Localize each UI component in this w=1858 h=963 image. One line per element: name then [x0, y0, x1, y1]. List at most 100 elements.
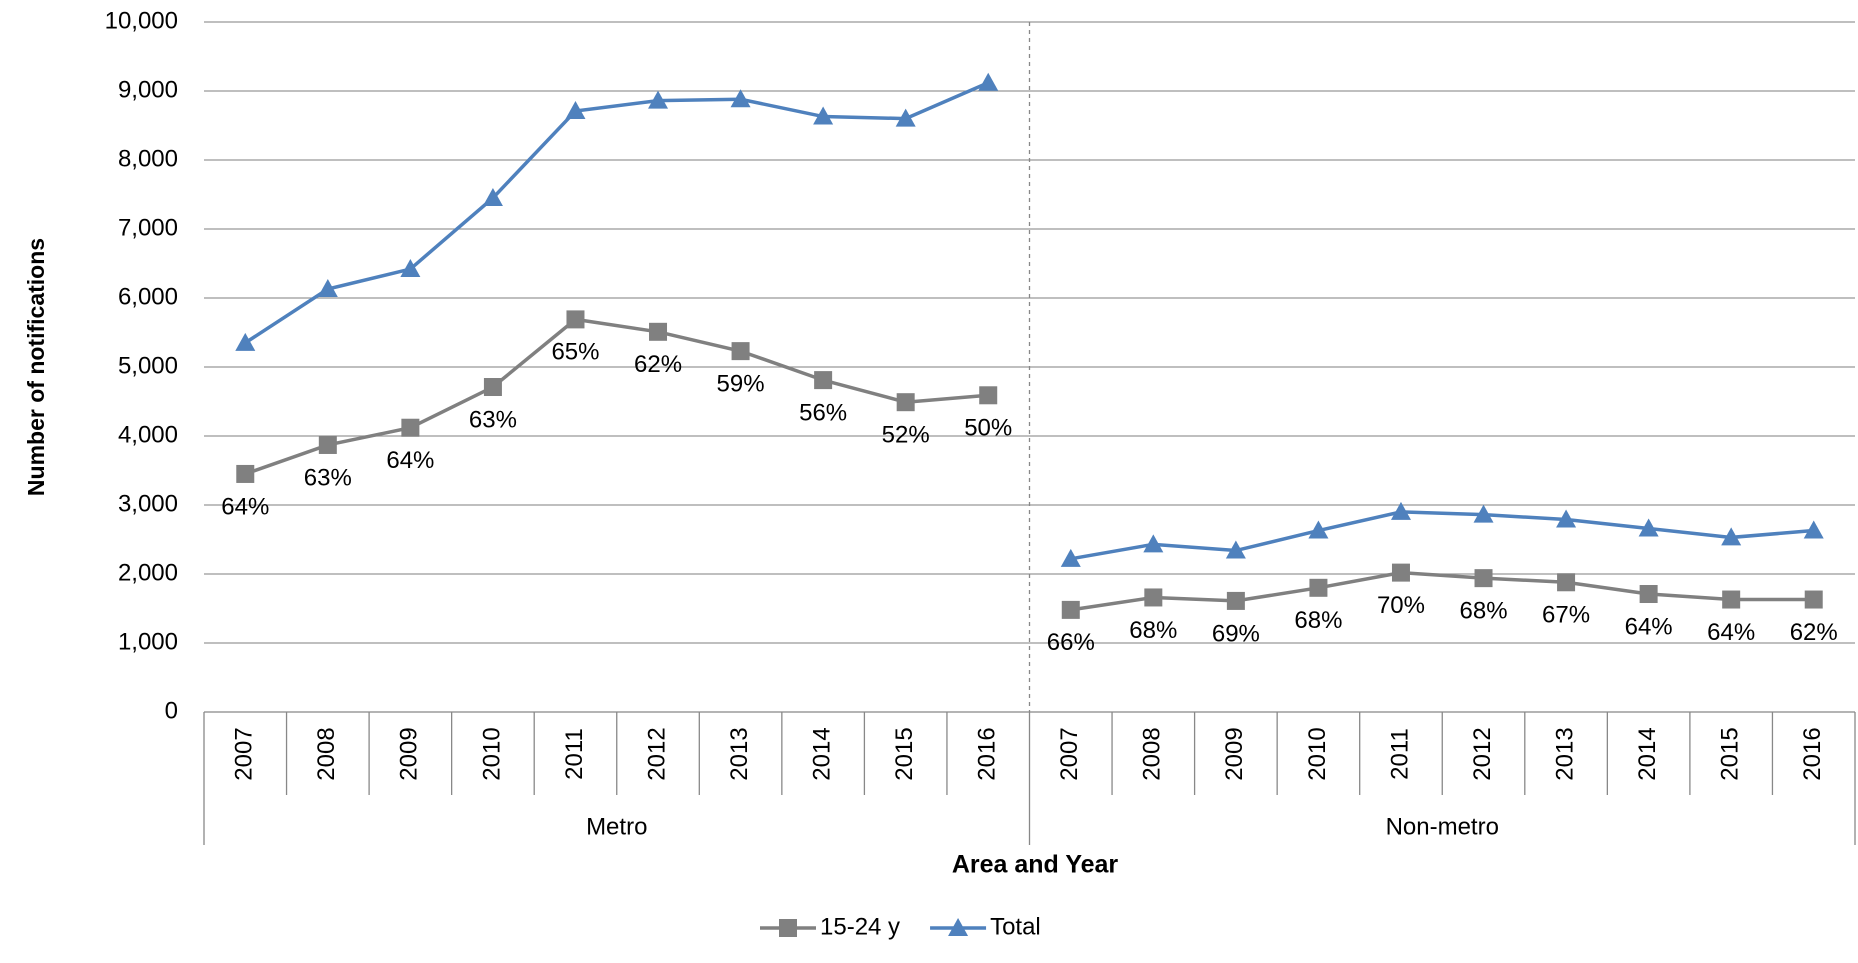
x-tick-label: 2013	[1551, 727, 1578, 780]
x-tick-label: 2015	[891, 727, 918, 780]
marker	[1391, 563, 1410, 582]
data-label: 68%	[1294, 607, 1342, 634]
marker	[1474, 569, 1493, 588]
marker	[1473, 504, 1494, 523]
series-line	[244, 317, 989, 476]
y-tick-label: 8,000	[118, 145, 178, 172]
marker	[979, 386, 998, 405]
x-tick-label: 2016	[974, 727, 1001, 780]
legend-marker	[779, 919, 797, 937]
x-tick-label: 2011	[561, 728, 588, 780]
x-tick-label: 2012	[1469, 727, 1496, 780]
x-tick-label: 2012	[643, 727, 670, 780]
marker	[317, 279, 338, 298]
marker	[1143, 534, 1164, 553]
marker	[895, 108, 916, 127]
data-label: 70%	[1377, 592, 1425, 619]
x-tick-label: 2013	[726, 727, 753, 780]
data-label: 52%	[882, 422, 930, 449]
marker	[896, 393, 915, 412]
marker	[731, 342, 750, 361]
data-label: 68%	[1460, 597, 1508, 624]
data-label: 62%	[1790, 619, 1838, 646]
x-tick-label: 2011	[1386, 728, 1413, 780]
marker	[649, 322, 668, 341]
marker	[401, 418, 420, 437]
marker	[1557, 573, 1576, 592]
x-tick-label: 2010	[478, 727, 505, 780]
data-label: 68%	[1129, 617, 1177, 644]
x-axis-title: Area and Year	[952, 851, 1119, 879]
x-tick-label: 2008	[313, 727, 340, 780]
marker	[1639, 585, 1658, 604]
data-label: 59%	[717, 370, 765, 397]
x-tick-label: 2007	[231, 727, 258, 780]
marker	[236, 464, 255, 483]
legend-label: Total	[990, 913, 1041, 940]
data-label: 56%	[799, 399, 847, 426]
data-label: 66%	[1047, 629, 1095, 656]
marker	[565, 101, 586, 120]
y-tick-label: 10,000	[105, 7, 178, 34]
data-label: 64%	[221, 493, 269, 520]
marker	[1060, 548, 1081, 567]
data-label: 63%	[469, 406, 517, 433]
y-tick-label: 2,000	[118, 559, 178, 586]
marker	[483, 378, 502, 397]
marker	[1804, 590, 1823, 609]
marker	[1144, 588, 1163, 607]
marker	[1308, 520, 1329, 539]
marker	[648, 90, 669, 109]
marker	[318, 435, 337, 454]
marker	[1638, 518, 1659, 537]
data-label: 63%	[304, 464, 352, 491]
marker	[813, 106, 834, 125]
marker	[1225, 540, 1246, 559]
x-tick-label: 2016	[1799, 727, 1826, 780]
y-tick-label: 6,000	[118, 283, 178, 310]
marker	[1721, 527, 1742, 546]
data-label: 67%	[1542, 602, 1590, 629]
series-line	[1070, 570, 1814, 612]
data-label: 64%	[1707, 619, 1755, 646]
data-label: 64%	[1625, 613, 1673, 640]
marker	[1390, 501, 1411, 520]
marker	[566, 310, 585, 329]
series-line	[1070, 510, 1814, 561]
marker	[1556, 509, 1577, 528]
marker	[978, 72, 999, 91]
data-label: 64%	[386, 447, 434, 474]
marker	[482, 187, 503, 206]
y-tick-label: 5,000	[118, 352, 178, 379]
data-label: 50%	[964, 415, 1012, 442]
group-label: Non-metro	[1386, 813, 1499, 840]
marker	[814, 371, 833, 390]
marker	[730, 89, 751, 108]
x-tick-label: 2015	[1717, 727, 1744, 780]
legend-marker	[948, 918, 969, 936]
y-tick-label: 7,000	[118, 214, 178, 241]
legend-label: 15-24 y	[820, 913, 900, 940]
marker	[1803, 520, 1824, 539]
x-tick-label: 2009	[1221, 727, 1248, 780]
x-tick-label: 2010	[1304, 727, 1331, 780]
marker	[400, 259, 421, 278]
x-tick-label: 2014	[808, 727, 835, 780]
marker	[235, 332, 256, 351]
y-tick-label: 9,000	[118, 76, 178, 103]
x-tick-label: 2008	[1139, 727, 1166, 780]
x-tick-label: 2009	[396, 727, 423, 780]
y-axis-title: Number of notifications	[23, 238, 49, 496]
marker	[1722, 590, 1741, 609]
y-tick-label: 1,000	[118, 628, 178, 655]
y-tick-label: 3,000	[118, 490, 178, 517]
x-tick-label: 2007	[1056, 727, 1083, 780]
series-line	[244, 81, 989, 345]
x-tick-label: 2014	[1634, 727, 1661, 780]
y-tick-label: 4,000	[118, 421, 178, 448]
y-tick-label: 0	[165, 697, 178, 724]
data-label: 69%	[1212, 620, 1260, 647]
group-label: Metro	[586, 813, 647, 840]
